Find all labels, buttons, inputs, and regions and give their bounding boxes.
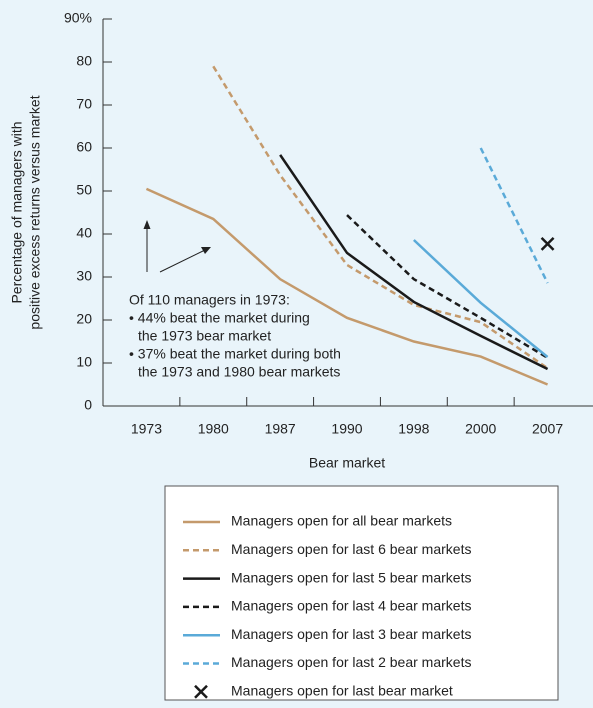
y-tick-label: 10	[76, 354, 92, 370]
legend-label: Managers open for last 6 bear markets	[231, 541, 471, 557]
x-tick-label: 1980	[198, 421, 229, 437]
y-tick-label: 90%	[64, 10, 92, 26]
y-axis-label: Percentage of managers with	[9, 121, 25, 303]
y-tick-label: 50	[76, 182, 92, 198]
marker	[194, 684, 208, 699]
legend-label: Managers open for all bear markets	[231, 513, 452, 529]
y-tick-label: 70	[76, 96, 92, 112]
annotation: Of 110 managers in 1973:	[129, 292, 290, 308]
legend-box	[164, 485, 559, 701]
x-tick-label: 1998	[398, 421, 429, 437]
annotation: • 37% beat the market during both	[129, 346, 341, 362]
y-tick-label: 20	[76, 311, 92, 327]
legend-label: Managers open for last 5 bear markets	[231, 569, 471, 585]
series-line	[212, 65, 549, 370]
y-tick-label: 0	[84, 397, 92, 413]
annotation: the 1973 bear market	[138, 328, 271, 344]
arrowhead	[143, 220, 151, 229]
y-axis-label: positive excess returns versus market	[27, 95, 43, 329]
x-tick-label: 1973	[131, 421, 162, 437]
y-tick-label: 30	[76, 268, 92, 284]
series-line	[346, 214, 549, 359]
x-tick-label: 2007	[532, 421, 563, 437]
x-tick-label: 1987	[265, 421, 296, 437]
legend-label: Managers open for last bear market	[231, 683, 453, 699]
arrow	[159, 249, 206, 273]
x-tick-label: 1990	[331, 421, 362, 437]
x-axis-label: Bear market	[309, 455, 385, 471]
annotation: the 1973 and 1980 bear markets	[138, 364, 340, 380]
marker	[540, 237, 555, 251]
series-line	[479, 147, 549, 284]
series-line	[279, 154, 549, 371]
x-tick-label: 2000	[465, 421, 496, 437]
legend-label: Managers open for last 2 bear markets	[231, 654, 471, 670]
arrowhead	[201, 247, 211, 254]
y-tick-label: 80	[76, 53, 92, 69]
annotation: • 44% beat the market during	[129, 310, 310, 326]
series-line	[145, 187, 549, 386]
legend-label: Managers open for last 4 bear markets	[231, 598, 471, 614]
y-tick-label: 40	[76, 225, 92, 241]
legend-label: Managers open for last 3 bear markets	[231, 626, 471, 642]
y-tick-label: 60	[76, 139, 92, 155]
series-line	[413, 239, 549, 358]
